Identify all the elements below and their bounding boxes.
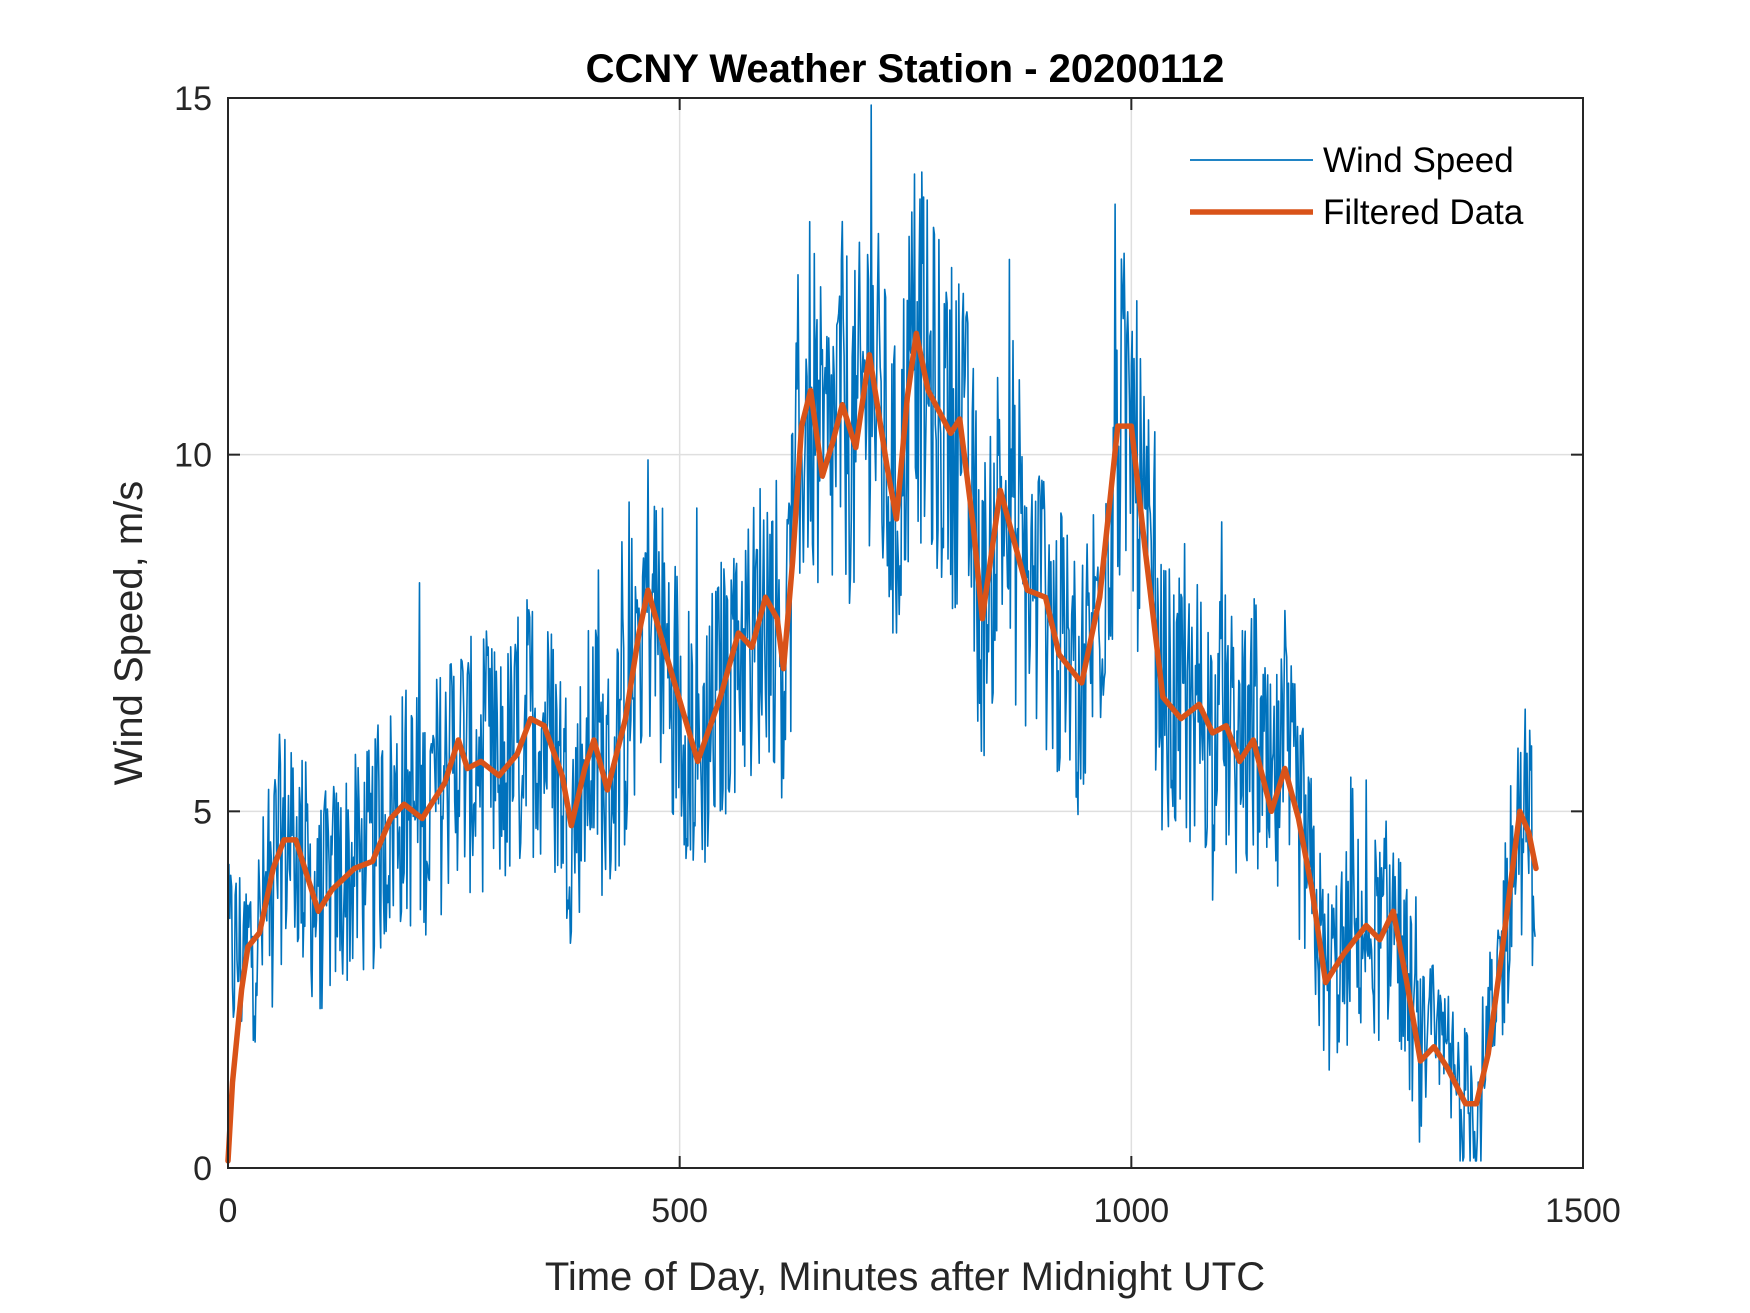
series-filtered-data-line bbox=[225, 330, 1539, 1164]
legend-label-filtered-data: Filtered Data bbox=[1323, 193, 1524, 232]
y-tick-labels: 0 5 10 15 bbox=[174, 80, 212, 1188]
legend: Wind Speed Filtered Data bbox=[1190, 141, 1524, 232]
legend-label-wind-speed: Wind Speed bbox=[1323, 141, 1514, 180]
x-tick-label: 1000 bbox=[1094, 1192, 1170, 1230]
x-tick-label: 500 bbox=[651, 1192, 708, 1230]
y-tick-label: 10 bbox=[174, 437, 212, 475]
grid-lines bbox=[228, 98, 1583, 1168]
x-axis-label: Time of Day, Minutes after Midnight UTC bbox=[545, 1255, 1265, 1299]
series-wind-speed-line bbox=[227, 104, 1536, 1162]
y-tick-label: 5 bbox=[193, 793, 212, 831]
axis-ticks bbox=[227, 97, 1584, 1169]
y-tick-label: 15 bbox=[174, 80, 212, 118]
chart-title: CCNY Weather Station - 20200112 bbox=[586, 47, 1225, 91]
y-tick-label: 0 bbox=[193, 1150, 212, 1188]
axes-box bbox=[227, 97, 1584, 1169]
x-tick-labels: 0 500 1000 1500 bbox=[219, 1192, 1621, 1230]
y-axis-label: Wind Speed, m/s bbox=[107, 481, 151, 786]
x-tick-label: 0 bbox=[219, 1192, 238, 1230]
plot-area bbox=[225, 104, 1539, 1164]
x-tick-label: 1500 bbox=[1545, 1192, 1621, 1230]
